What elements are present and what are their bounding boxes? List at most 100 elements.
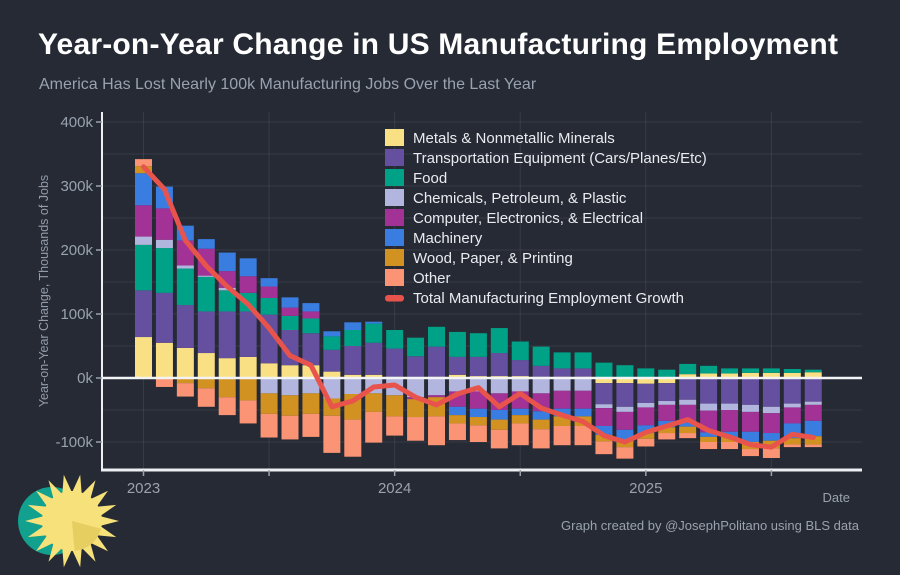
legend-item[interactable]: Computer, Electronics, & Electrical — [385, 209, 643, 227]
bar-segment — [553, 390, 571, 409]
bar-segment — [469, 333, 487, 357]
bar-segment — [721, 442, 739, 450]
legend-item[interactable]: Transportation Equipment (Cars/Planes/Et… — [385, 149, 707, 167]
y-axis-title: Year-on-Year Change, Thousands of Jobs — [37, 175, 51, 407]
bar-segment — [239, 258, 257, 277]
legend-item[interactable]: Chemicals, Petroleum, & Plastic — [385, 189, 627, 207]
bar-segment — [260, 363, 278, 378]
bar-segment — [469, 356, 487, 377]
legend-item-label: Total Manufacturing Employment Growth — [413, 290, 684, 307]
bar-segment — [804, 378, 822, 402]
bar-segment — [804, 372, 822, 378]
legend-item-label: Metals & Nonmetallic Minerals — [413, 130, 615, 147]
bar-segment — [658, 433, 676, 440]
bar-segment — [197, 311, 215, 354]
legend-item[interactable]: Metals & Nonmetallic Minerals — [385, 129, 615, 147]
page-title: Year-on-Year Change in US Manufacturing … — [38, 28, 839, 61]
bar-segment — [365, 411, 383, 443]
bar-segment — [281, 365, 299, 378]
legend-item[interactable]: Machinery — [385, 229, 483, 247]
bar-segment — [804, 436, 822, 445]
bar-segment — [595, 383, 613, 405]
bar-segment — [532, 346, 550, 366]
bar-segment — [762, 433, 780, 441]
bar-segment — [281, 415, 299, 440]
bar-segment — [386, 330, 404, 349]
bar-segment — [365, 342, 383, 375]
axes-layer: 400k 300k 200k 100k 0k -100k 2023 2024 2025 — [55, 112, 862, 497]
legend-swatch — [385, 209, 404, 226]
bar-segment — [260, 378, 278, 394]
bar-segment — [490, 353, 508, 377]
bar-segment — [574, 352, 592, 369]
bar-segment — [679, 420, 697, 427]
bar-segment — [741, 368, 759, 373]
bar-segment — [762, 378, 780, 407]
bar-segment — [428, 395, 446, 398]
bar-segment — [197, 353, 215, 378]
legend-swatch — [385, 249, 404, 266]
bar-segment — [637, 368, 655, 378]
bar-segment — [490, 429, 508, 449]
bar-segment — [595, 408, 613, 426]
bar-segment — [532, 429, 550, 449]
bar-segment — [595, 404, 613, 409]
bar-segment — [700, 403, 718, 411]
bar-segment — [302, 333, 320, 366]
bar-segment — [700, 432, 718, 437]
bar-segment — [721, 368, 739, 374]
bar-segment — [302, 413, 320, 437]
bar-segment — [804, 444, 822, 448]
legend-item-label: Other — [413, 270, 451, 287]
x-tick-label: 2025 — [629, 480, 662, 497]
bar-segment — [386, 395, 404, 417]
bar-segment — [135, 159, 152, 167]
legend-line-swatch — [385, 295, 404, 302]
bar-segment — [281, 395, 299, 416]
bar-segment — [804, 369, 822, 373]
credit-line: Graph created by @JosephPolitano using B… — [561, 518, 860, 533]
bar-segment — [574, 426, 592, 446]
legend-item-label: Food — [413, 170, 447, 187]
bar-segment — [762, 372, 780, 378]
bar-segment — [323, 371, 341, 378]
bar-segment — [260, 413, 278, 438]
bar-segment — [260, 393, 278, 414]
bar-segment — [135, 173, 152, 206]
legend-item[interactable]: Food — [385, 169, 447, 187]
bar-segment — [323, 336, 341, 350]
bar-segment — [574, 390, 592, 409]
bar-segment — [155, 292, 173, 343]
bar-segment — [532, 419, 550, 430]
bar-segment — [155, 239, 173, 249]
legend-swatch — [385, 269, 404, 286]
bar-segment — [469, 425, 487, 442]
bar-segment — [700, 442, 718, 450]
bar-segment — [762, 406, 780, 414]
bar-segment — [490, 419, 508, 430]
legend-item-label: Computer, Electronics, & Electrical — [413, 210, 643, 227]
bar-segment — [616, 383, 634, 407]
legend-item[interactable]: Total Manufacturing Employment Growth — [385, 290, 684, 307]
bar-segment — [197, 378, 215, 389]
bar-segment — [365, 321, 383, 324]
bar-segment — [700, 378, 718, 404]
bar-segment — [218, 397, 236, 416]
bar-segment — [239, 311, 257, 357]
bar-segment — [804, 401, 822, 405]
legend-item-label: Machinery — [413, 230, 483, 247]
bar-segment — [469, 408, 487, 418]
bar-segment — [741, 404, 759, 412]
bar-segment — [658, 383, 676, 402]
bar-segment — [616, 378, 634, 384]
legend-swatch — [385, 149, 404, 166]
legend-item[interactable]: Other — [385, 269, 451, 287]
bar-segment — [700, 436, 718, 442]
x-tick-label: 2024 — [378, 480, 411, 497]
bar-segment — [595, 441, 613, 455]
bar-segment — [448, 423, 466, 441]
legend-item[interactable]: Wood, Paper, & Printing — [385, 249, 573, 267]
bar-segment — [155, 208, 173, 240]
